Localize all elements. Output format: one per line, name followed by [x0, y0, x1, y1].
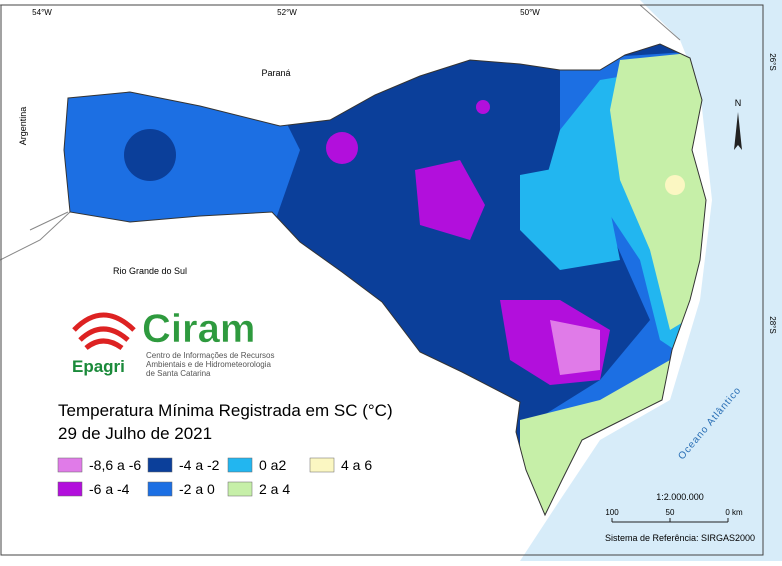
scale-bar: 1:2.000.000 100 50 0 km Sistema de Refer…: [605, 492, 755, 543]
legend-label: 2 a 4: [259, 481, 290, 497]
logo-org: Epagri: [72, 357, 125, 376]
graticule-label: 52°W: [277, 8, 297, 17]
north-label: N: [735, 98, 742, 108]
legend-swatch: [309, 457, 335, 473]
place-label: Argentina: [18, 107, 28, 146]
graticule-label: 28°S: [768, 316, 777, 333]
scale-tick-label: 50: [666, 508, 675, 517]
legend-swatch: [57, 481, 83, 497]
scale-tick-label: 0 km: [725, 508, 743, 517]
state-outline: [63, 43, 707, 517]
north-arrow: N: [734, 98, 742, 150]
place-label: Rio Grande do Sul: [113, 266, 187, 276]
scale-tick-label: 100: [605, 508, 619, 517]
place-label: Paraná: [261, 68, 290, 78]
ocean: [520, 0, 782, 561]
legend-label: 4 a 6: [341, 457, 372, 473]
legend-swatch: [57, 457, 83, 473]
logo-name: Ciram: [142, 307, 255, 351]
graticule-label: 54°W: [32, 8, 52, 17]
map-subtitle: 29 de Julho de 2021: [58, 424, 212, 443]
scale-ratio: 1:2.000.000: [656, 492, 704, 502]
logo: Epagri Ciram Centro de Informações de Re…: [72, 307, 275, 378]
graticule-label: 26°S: [768, 53, 777, 70]
reference-system: Sistema de Referência: SIRGAS2000: [605, 533, 755, 543]
map-title: Temperatura Mínima Registrada em SC (°C): [58, 401, 393, 420]
logo-description: de Santa Catarina: [146, 369, 211, 378]
graticule-label: 50°W: [520, 8, 540, 17]
legend-swatch: [227, 481, 253, 497]
legend-swatch: [147, 457, 173, 473]
legend: -8,6 a -6 -6 a -4 -4 a -2 -2 a 0 0 a2 2 a 4 4 …: [57, 457, 372, 497]
legend-label: -8,6 a -6: [89, 457, 141, 473]
legend-label: -2 a 0: [179, 481, 215, 497]
logo-description: Ambientais e de Hidrometeorologia: [146, 360, 272, 369]
legend-label: -4 a -2: [179, 457, 220, 473]
legend-swatch: [147, 481, 173, 497]
legend-label: 0 a2: [259, 457, 286, 473]
frame: [0, 4, 764, 556]
legend-label: -6 a -4: [89, 481, 130, 497]
legend-swatch: [227, 457, 253, 473]
logo-description: Centro de Informações de Recursos: [146, 351, 275, 360]
